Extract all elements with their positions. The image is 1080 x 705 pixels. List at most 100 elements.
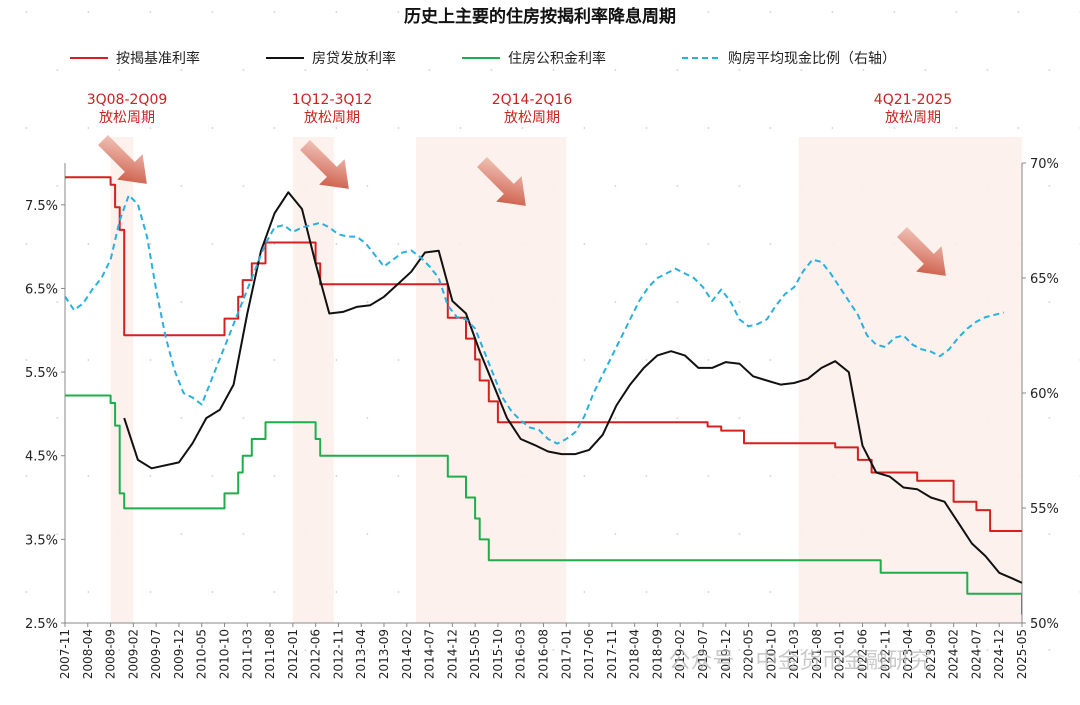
bg-dot <box>583 11 586 13</box>
bg-dot <box>707 11 710 13</box>
bg-dot <box>366 301 369 303</box>
left-tick-label: 6.5% <box>25 282 58 297</box>
bg-dot <box>459 11 462 13</box>
x-tick-label: 2017-11 <box>605 629 619 679</box>
bg-dot <box>366 533 369 535</box>
bg-dot <box>676 69 679 71</box>
bg-dot <box>428 69 431 71</box>
bg-dot <box>397 243 400 245</box>
x-tick-label: 2014-07 <box>423 629 437 679</box>
x-tick-label: 2019-12 <box>719 629 733 679</box>
bg-dot <box>335 475 338 477</box>
x-tick-label: 2024-07 <box>969 629 983 679</box>
bg-dot <box>924 649 927 651</box>
bg-dot <box>1048 185 1051 187</box>
watermark: 公众号 · 中金货币金融研究 <box>669 649 932 674</box>
x-tick-label: 2016-08 <box>537 629 551 679</box>
bg-dot <box>614 185 617 187</box>
bg-dot <box>335 359 338 361</box>
bg-dot <box>25 127 28 129</box>
cycle-label-desc: 放松周期 <box>885 110 941 126</box>
bg-dot <box>614 533 617 535</box>
bg-dot <box>56 533 59 535</box>
bg-dot <box>769 475 772 477</box>
x-tick-label: 2013-09 <box>377 629 391 679</box>
bg-dot <box>149 243 152 245</box>
bg-dot <box>521 11 524 13</box>
cycle-label-desc: 放松周期 <box>99 110 155 126</box>
x-tick-label: 2010-10 <box>218 629 232 679</box>
bg-dot <box>87 243 90 245</box>
cycle-label-period: 2Q14-2Q16 <box>492 92 573 108</box>
bg-dot <box>738 417 741 419</box>
chart-title: 历史上主要的住房按揭利率降息周期 <box>404 6 676 27</box>
bg-dot <box>335 11 338 13</box>
x-tick-label: 2019-02 <box>673 629 687 679</box>
bg-dot <box>87 11 90 13</box>
cycle-label-period: 1Q12-3Q12 <box>292 92 373 108</box>
bg-dot <box>738 533 741 535</box>
bg-dot <box>583 127 586 129</box>
x-tick-label: 2017-06 <box>582 629 596 679</box>
bg-dot <box>273 359 276 361</box>
x-tick-label: 2023-09 <box>924 629 938 679</box>
bg-dot <box>490 649 493 651</box>
bg-dot <box>614 417 617 419</box>
bg-dot <box>273 475 276 477</box>
legend-label: 按揭基准利率 <box>116 50 200 67</box>
bg-dot <box>676 649 679 651</box>
x-tick-label: 2020-10 <box>764 629 778 679</box>
left-tick-label: 3.5% <box>25 533 58 548</box>
bg-dot <box>490 69 493 71</box>
bg-dot <box>955 11 958 13</box>
bg-dot <box>769 243 772 245</box>
x-tick-label: 2021-08 <box>810 629 824 679</box>
bg-dot <box>800 69 803 71</box>
bg-dot <box>149 591 152 593</box>
x-tick-label: 2016-03 <box>514 629 528 679</box>
cycle-label-desc: 放松周期 <box>304 110 360 126</box>
series-line <box>65 194 1005 445</box>
bg-dot <box>149 11 152 13</box>
x-tick-label: 2011-03 <box>240 629 254 679</box>
bg-dot <box>583 243 586 245</box>
bg-dot <box>428 649 431 651</box>
x-tick-label: 2024-02 <box>947 629 961 679</box>
bg-dot <box>335 591 338 593</box>
bg-dot <box>800 649 803 651</box>
bg-dot <box>149 359 152 361</box>
bg-dot <box>614 649 617 651</box>
bg-dot <box>25 475 28 477</box>
x-tick-label: 2015-10 <box>491 629 505 679</box>
legend-label: 购房平均现金比例（右轴） <box>728 51 896 67</box>
bg-dot <box>707 475 710 477</box>
bg-dot <box>707 591 710 593</box>
bg-dot <box>366 69 369 71</box>
bg-dot <box>211 243 214 245</box>
x-tick-label: 2019-07 <box>696 629 710 679</box>
bg-dot <box>273 591 276 593</box>
bg-dot <box>273 127 276 129</box>
bg-dot <box>211 591 214 593</box>
bg-dot <box>1048 417 1051 419</box>
bg-dot <box>986 649 989 651</box>
bg-dot <box>676 533 679 535</box>
bg-dot <box>56 301 59 303</box>
right-tick-label: 60% <box>1030 387 1059 402</box>
bg-dot <box>180 69 183 71</box>
bg-dot <box>738 649 741 651</box>
axes: 7.5%6.5%5.5%4.5%3.5%2.5%70%65%60%55%50%2… <box>25 157 1059 679</box>
x-tick-label: 2018-04 <box>628 629 642 679</box>
bg-dot <box>831 127 834 129</box>
cycle-label-period: 3Q08-2Q09 <box>87 92 168 108</box>
x-tick-label: 2010-05 <box>195 629 209 679</box>
bg-dot <box>366 417 369 419</box>
bg-dot <box>893 127 896 129</box>
bg-dot <box>397 359 400 361</box>
bg-dot <box>583 591 586 593</box>
x-tick-label: 2014-12 <box>445 629 459 679</box>
legend-label: 房贷发放利率 <box>312 50 396 67</box>
left-tick-label: 7.5% <box>25 199 58 214</box>
bg-dot <box>862 649 865 651</box>
